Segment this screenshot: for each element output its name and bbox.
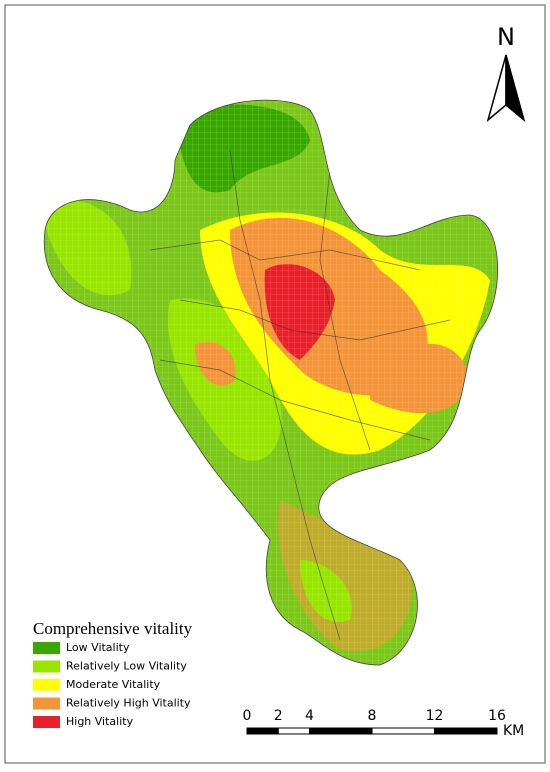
legend-swatch bbox=[33, 697, 60, 710]
legend-label: Relatively High Vitality bbox=[66, 697, 191, 710]
scale-segment bbox=[434, 727, 498, 735]
legend-label: Relatively Low Vitality bbox=[66, 660, 187, 673]
scale-segment bbox=[371, 727, 435, 735]
legend: Low Vitality Relatively Low Vitality Moder… bbox=[33, 641, 191, 728]
legend-label: Low Vitality bbox=[66, 641, 130, 654]
legend-label: Moderate Vitality bbox=[66, 678, 161, 691]
north-arrow: N bbox=[486, 23, 526, 123]
north-label: N bbox=[497, 23, 515, 51]
legend-title: Comprehensive vitality bbox=[33, 619, 193, 638]
legend-swatch bbox=[33, 679, 60, 691]
legend-swatch bbox=[33, 716, 60, 728]
scale-tick-label: 8 bbox=[368, 708, 377, 724]
legend-label: High Vitality bbox=[66, 715, 134, 728]
scale-segment bbox=[309, 727, 373, 735]
scale-unit: KM bbox=[503, 723, 524, 739]
legend-swatch bbox=[33, 660, 60, 673]
scale-segment bbox=[246, 727, 279, 735]
scale-tick-label: 4 bbox=[305, 708, 314, 724]
city-outline bbox=[43, 99, 499, 666]
scale-segment bbox=[277, 727, 310, 735]
scale-tick-label: 16 bbox=[488, 708, 506, 724]
scale-tick-label: 2 bbox=[274, 708, 283, 724]
legend-swatch bbox=[33, 642, 60, 654]
scale-tick-label: 12 bbox=[426, 708, 444, 724]
scale-tick-label: 0 bbox=[243, 708, 252, 724]
